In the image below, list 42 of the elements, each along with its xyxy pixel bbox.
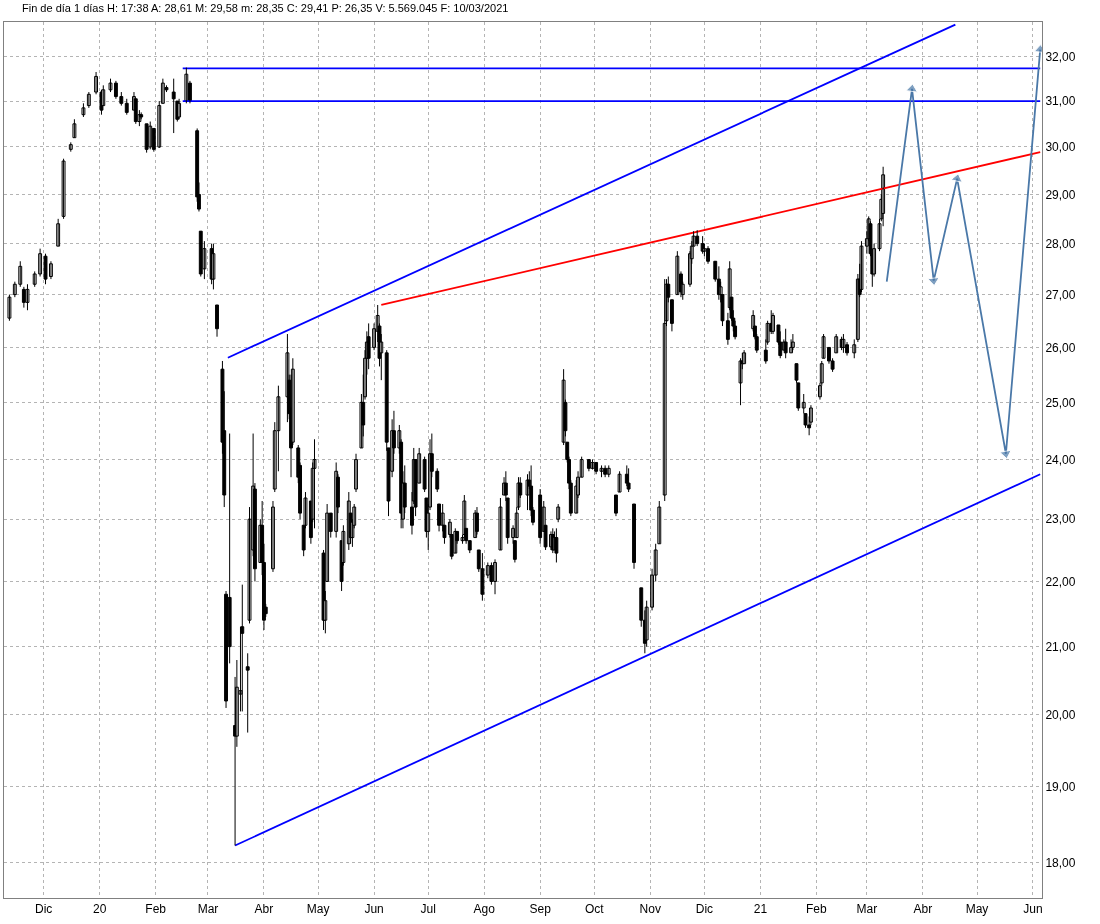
x-tick-label: Dic — [695, 902, 714, 917]
x-tick-label: Feb — [806, 902, 828, 917]
y-tick-label: 29,00 — [1045, 187, 1076, 202]
chart-title: Fin de día 1 días H: 17:38 A: 28,61 M: 29,58 m: 28,35 C: 29,41 P: 26,35 V: 5.569.045 F: 10/03/2021 — [22, 2, 509, 15]
y-tick-label: 21,00 — [1045, 639, 1076, 654]
candlestick — [61, 158, 66, 220]
y-tick-label: 26,00 — [1045, 340, 1076, 355]
y-tick-label: 30,00 — [1045, 140, 1076, 155]
y-tick-label: 20,00 — [1045, 708, 1076, 723]
y-tick-label: 32,00 — [1045, 49, 1076, 64]
y-tick-label: 25,00 — [1045, 395, 1076, 410]
x-tick-label: Jun — [364, 902, 384, 917]
candlestick — [25, 283, 30, 311]
y-tick-label: 18,00 — [1045, 855, 1076, 870]
x-tick-label: Mar — [856, 902, 878, 917]
candlestick — [498, 497, 503, 551]
x-tick-label: May — [965, 902, 989, 917]
y-tick-label: 23,00 — [1045, 512, 1076, 527]
y-tick-label: 27,00 — [1045, 287, 1076, 302]
candlestick — [7, 294, 12, 322]
x-tick-label: Sep — [529, 902, 552, 917]
x-tick-label: 20 — [93, 902, 107, 917]
candlestick — [245, 652, 250, 734]
y-tick-label: 24,00 — [1045, 452, 1076, 467]
candlestick — [81, 102, 86, 118]
x-tick-label: Feb — [145, 902, 167, 917]
x-tick-label: Jun — [1023, 902, 1043, 917]
x-tick-label: Nov — [639, 902, 661, 917]
x-tick-label: Ago — [473, 902, 496, 917]
x-tick-label: May — [306, 902, 330, 917]
y-tick-label: 28,00 — [1045, 236, 1076, 251]
candlestick — [72, 118, 77, 139]
x-tick-label: Oct — [584, 902, 605, 917]
y-tick-label: 22,00 — [1045, 574, 1076, 589]
x-tick-label: 21 — [753, 902, 768, 917]
x-tick-label: Jul — [420, 902, 436, 917]
x-tick-label: Abr — [913, 902, 933, 917]
x-tick-label: Dic — [35, 902, 53, 917]
x-tick-label: Mar — [197, 902, 219, 917]
x-tick-label: Abr — [254, 902, 274, 917]
y-tick-label: 19,00 — [1045, 780, 1076, 794]
y-tick-label: 31,00 — [1045, 94, 1076, 109]
